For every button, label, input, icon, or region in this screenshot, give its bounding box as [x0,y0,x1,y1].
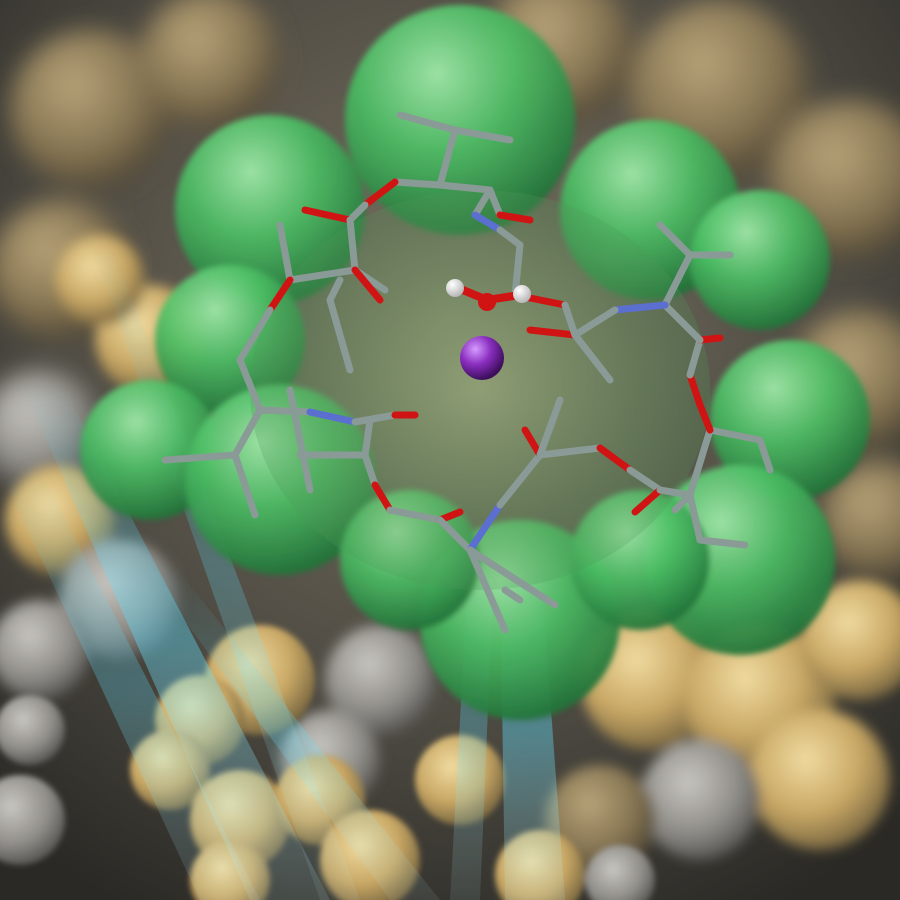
green-molecular-surface [80,5,870,720]
water-hydrogen-atom-left [446,279,464,297]
water-molecule-icon [446,279,531,311]
bond-network [161,111,774,634]
water-oxygen-atom [478,293,496,311]
water-hydrogen-atom-right [513,285,531,303]
purple-sphere-icon [460,336,504,380]
light-beams [0,240,565,900]
